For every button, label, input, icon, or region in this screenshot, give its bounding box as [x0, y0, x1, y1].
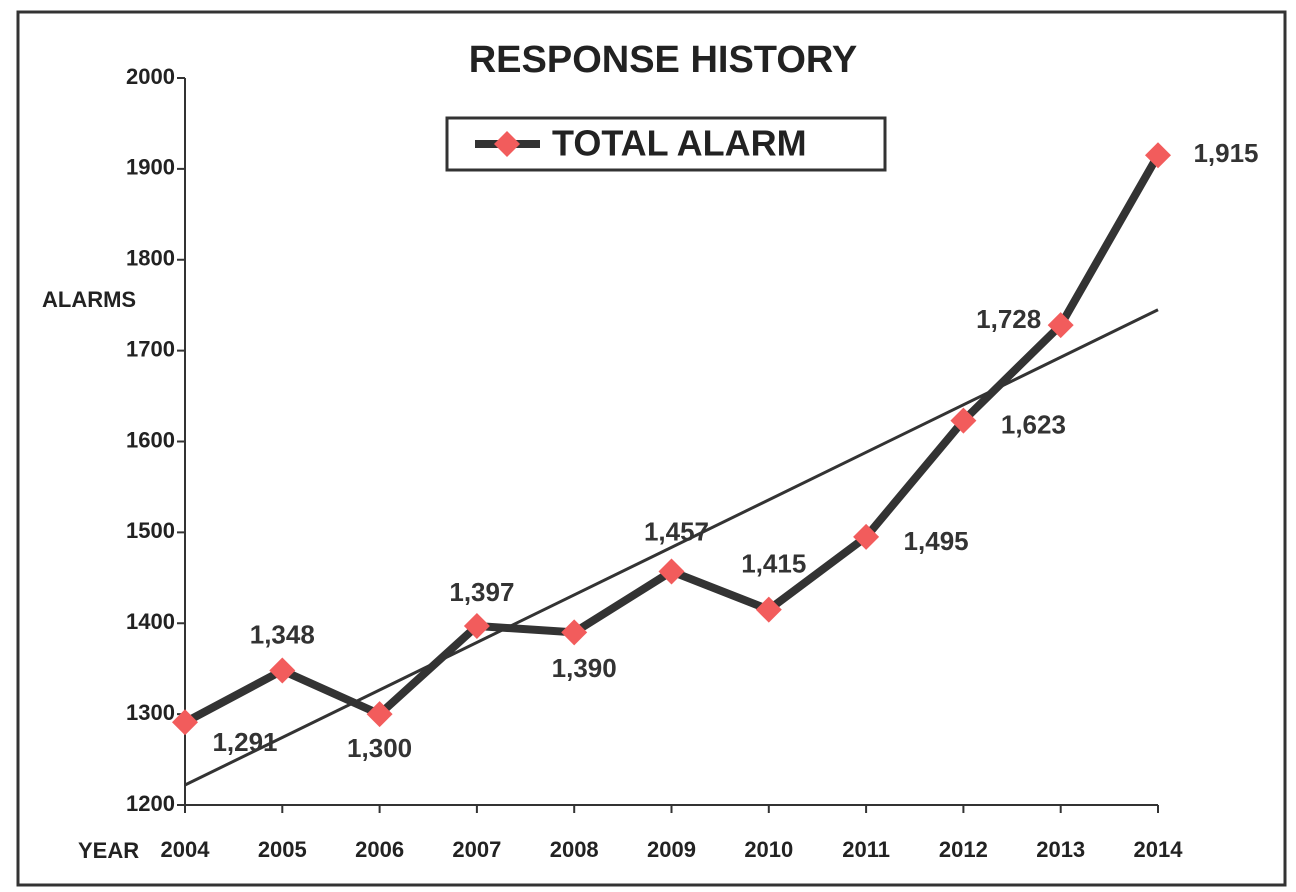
- y-tick-label: 2000: [126, 64, 175, 89]
- y-tick-label: 1700: [126, 336, 175, 361]
- x-tick-label: 2013: [1036, 837, 1085, 862]
- x-axis-label: YEAR: [78, 838, 139, 863]
- marker: [950, 407, 977, 434]
- marker: [269, 657, 296, 684]
- x-tick-label: 2014: [1134, 837, 1184, 862]
- value-label: 1,915: [1193, 138, 1258, 168]
- x-tick-label: 2009: [647, 837, 696, 862]
- y-tick-label: 1300: [126, 700, 175, 725]
- y-tick-label: 1900: [126, 155, 175, 180]
- marker: [172, 709, 198, 736]
- x-tick-label: 2006: [355, 837, 404, 862]
- value-label: 1,291: [212, 727, 277, 757]
- value-label: 1,397: [449, 577, 514, 607]
- value-label: 1,348: [250, 619, 315, 649]
- y-tick-label: 1800: [126, 246, 175, 271]
- legend-box: [445, 116, 887, 172]
- x-tick-label: 2011: [842, 837, 890, 862]
- x-tick-label: 2007: [452, 837, 501, 862]
- value-label: 1,495: [904, 526, 969, 556]
- x-tick-label: 2008: [550, 837, 599, 862]
- x-tick-label: 2012: [939, 837, 988, 862]
- value-label: 1,390: [552, 653, 617, 683]
- marker: [755, 596, 782, 623]
- y-tick-label: 1400: [126, 609, 175, 634]
- value-label: 1,300: [347, 733, 412, 763]
- y-tick-label: 1500: [126, 518, 175, 543]
- trendline: [184, 308, 1159, 787]
- y-tick-label: 1200: [126, 791, 175, 816]
- marker: [853, 523, 880, 550]
- value-label: 1,728: [976, 304, 1041, 334]
- marker: [1145, 142, 1171, 169]
- y-axis-label: ALARMS: [42, 287, 136, 312]
- chart-title: RESPONSE HISTORY: [469, 39, 858, 81]
- x-tick-label: 2010: [744, 837, 793, 862]
- marker: [561, 619, 588, 646]
- chart-frame: [16, 10, 1287, 887]
- value-label: 1,415: [741, 548, 806, 578]
- marker: [366, 701, 393, 728]
- marker: [1047, 312, 1074, 339]
- value-label: 1,623: [1001, 409, 1066, 439]
- marker: [463, 612, 490, 639]
- x-tick-label: 2005: [258, 837, 307, 862]
- value-label: 1,457: [644, 516, 709, 546]
- marker: [658, 558, 685, 585]
- y-tick-label: 1600: [126, 427, 175, 452]
- x-tick-label: 2004: [161, 837, 211, 862]
- legend-marker: [494, 131, 520, 157]
- legend-label: TOTAL ALARM: [552, 123, 807, 164]
